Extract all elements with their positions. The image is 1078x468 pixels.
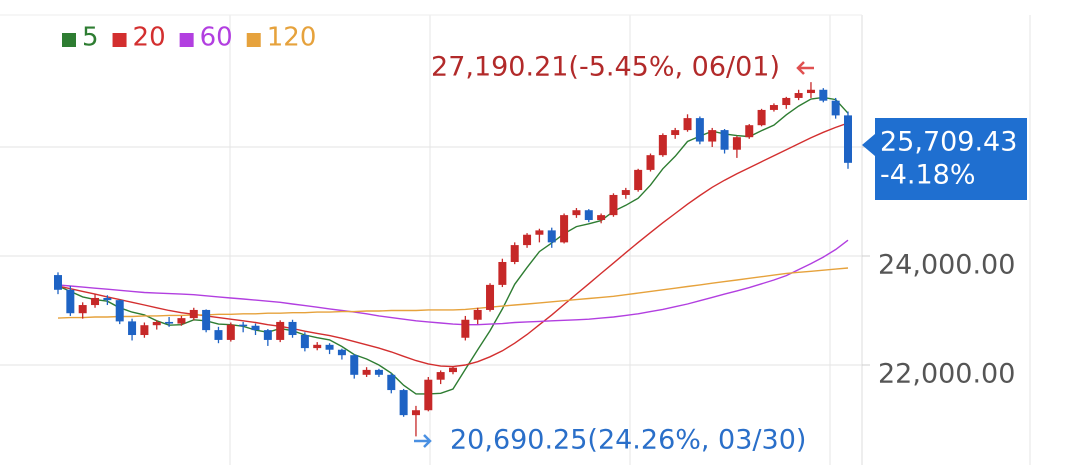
candle-body [745,125,754,138]
candles [54,82,852,437]
candle-body [831,100,840,116]
candle-body [584,210,593,221]
moving-averages [57,96,849,395]
candle-body [473,309,482,320]
candle-body [535,230,544,235]
candle-body [189,309,198,319]
candle-body [325,344,334,350]
last-price: 25,709.43 [880,127,1017,158]
y-tick-label: 22,000.00 [878,358,1015,389]
candle-body [387,374,396,391]
candle-body [226,324,235,340]
candle-body [634,169,643,191]
candle-body [597,215,606,221]
candle-body [202,309,211,331]
candle-body [782,97,791,106]
candle-body [177,318,186,324]
candle-body [91,297,100,306]
candle-body [115,300,124,322]
candle-body [671,130,680,136]
candle-body [128,321,137,336]
candle-body [486,284,495,310]
candle-body [300,335,309,349]
candle-body [362,369,371,375]
candle-body [288,321,297,336]
candle-body [732,137,741,150]
candle-body [140,325,149,336]
candle-body [313,344,322,349]
arrow-icon [414,434,432,448]
candle-body [560,215,569,243]
candle-body [523,234,532,246]
candle-body [708,130,717,142]
candle-body [399,390,408,416]
candle-body [720,130,729,150]
candle-body [66,289,75,314]
candle-body [547,230,556,243]
candle-body [103,297,112,301]
candle-body [424,379,433,411]
candle-body [658,135,667,156]
candle-body [844,115,852,163]
candle-body [572,210,581,216]
low-annotation: 20,690.25(24.26%, 03/30) [450,425,806,456]
legend-swatch [179,33,194,47]
legend-swatch [246,33,261,47]
candle-body [263,330,272,340]
candle-body [646,155,655,170]
candle-body [374,369,383,375]
candle-body [239,324,248,327]
candle-body [609,194,618,216]
legend-swatch [62,33,76,47]
candle-body [449,367,457,373]
candle-body [152,321,161,326]
candle-body [165,321,174,324]
candle-body [214,330,223,340]
price-box [862,118,1027,200]
y-tick-label: 24,000.00 [878,249,1015,280]
candle-body [251,325,260,331]
candle-body [510,245,519,262]
candle-body [819,89,828,101]
arrow-icon [796,61,814,75]
candle-body [461,319,470,338]
frame [0,14,1031,465]
legend-label: 60 [200,23,233,53]
candle-body [806,89,815,94]
candle-body [757,109,766,126]
candle-body [78,305,87,314]
candle-body [337,349,346,356]
legend-label: 5 [82,23,99,53]
candle-body [436,372,445,380]
candle-body [695,118,704,142]
ma-line [57,267,849,319]
ma-line [57,96,849,395]
candle-body [54,275,62,290]
candle-body [498,261,507,285]
candle-body [411,410,420,416]
legend-swatch [112,33,127,47]
candle-body [769,105,778,110]
candle-body [794,93,803,98]
legend-label: 120 [267,23,317,53]
candle-body [350,355,359,375]
grid: 22,000.00 24,000.00 [0,146,1015,389]
candle-body [683,118,692,131]
ma-line [57,122,849,368]
last-change: -4.18% [880,160,976,191]
candle-body [621,190,630,195]
legend: 5 20 60 120 [62,23,316,53]
ma-line [57,239,849,326]
high-annotation: 27,190.21(-5.45%, 06/01) [431,52,780,83]
legend-label: 20 [133,23,166,53]
candle-body [276,321,285,340]
